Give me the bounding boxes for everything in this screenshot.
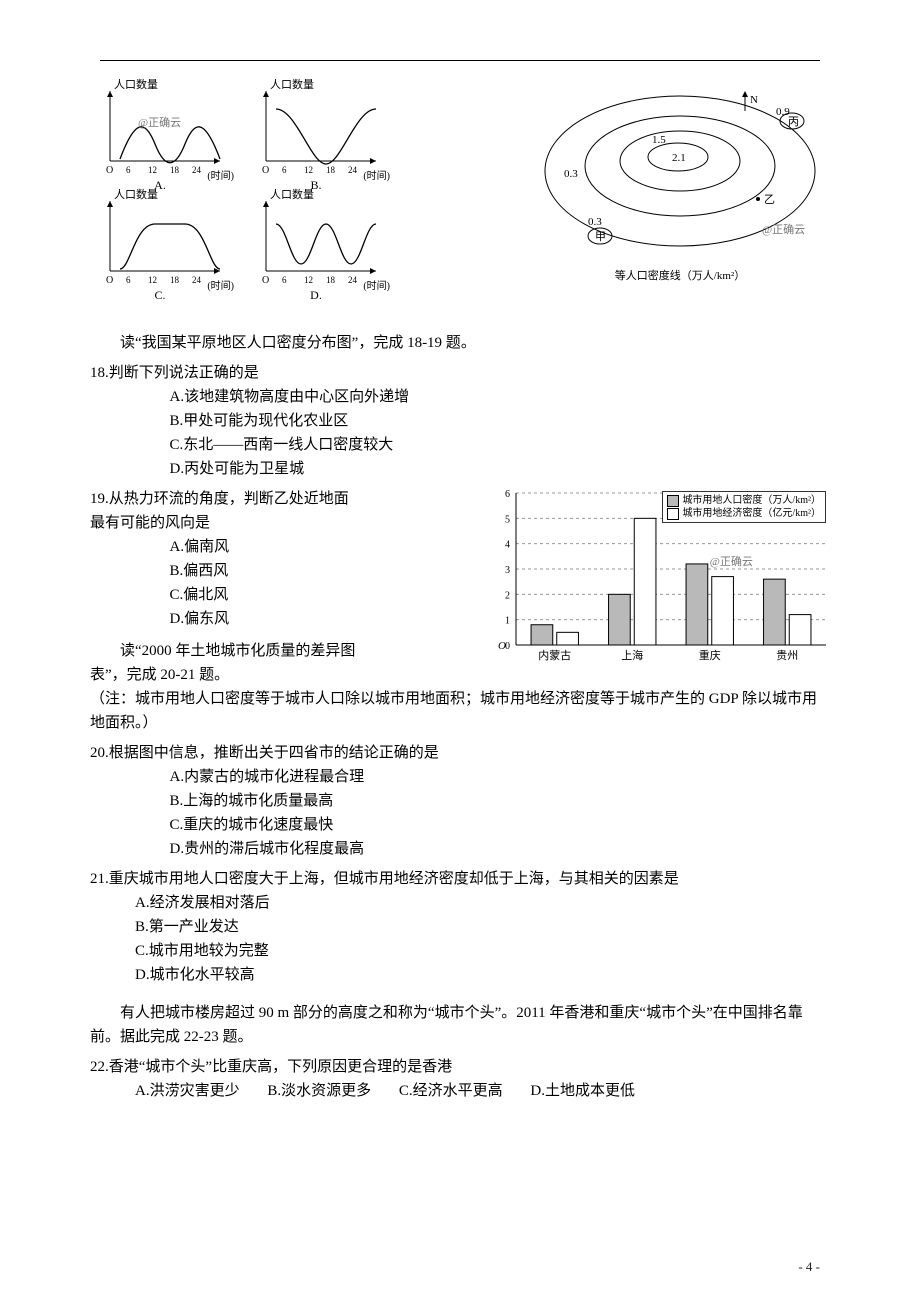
svg-text:O: O	[106, 165, 113, 176]
svg-text:6: 6	[505, 489, 510, 500]
isomap-caption: 等人口密度线（万人/km²）	[530, 268, 830, 286]
svg-text:6: 6	[126, 165, 131, 175]
point-bing: 丙	[788, 116, 799, 128]
svg-text:5: 5	[505, 514, 510, 525]
q21-stem: 21.重庆城市用地人口密度大于上海，但城市用地经济密度却低于上海，与其相关的因素…	[90, 867, 830, 891]
svg-text:内蒙古: 内蒙古	[538, 648, 571, 662]
svg-text:O: O	[106, 275, 113, 286]
q22-A: A.洪涝灾害更少	[135, 1079, 240, 1103]
q22-B: B.淡水资源更多	[267, 1079, 371, 1103]
svg-text:2: 2	[505, 590, 510, 601]
q20-A: A.内蒙古的城市化进程最合理	[170, 765, 831, 789]
svg-text:24: 24	[348, 165, 358, 175]
q20-B: B.上海的城市化质量最高	[170, 789, 831, 813]
question-19-block: 0123456O内蒙古上海重庆贵州@正确云城市用地人口密度（万人/km²）城市用…	[90, 487, 830, 687]
contour-0.3-left: 0.3	[564, 168, 578, 180]
q20-C: C.重庆的城市化速度最快	[170, 813, 831, 837]
svg-text:18: 18	[170, 165, 180, 175]
q18-B: B.甲处可能为现代化农业区	[170, 409, 831, 433]
svg-text:24: 24	[348, 275, 358, 285]
svg-text:O: O	[262, 165, 269, 176]
intro-22-23: 有人把城市楼房超过 90 m 部分的高度之和称为“城市个头”。2011 年香港和…	[90, 1001, 830, 1049]
mini-line-plots: 人口数量@正确云O6121824(时间)A.人口数量O6121824(时间)B.…	[90, 81, 400, 301]
q20-D: D.贵州的滞后城市化程度最高	[170, 837, 831, 861]
q18-C: C.东北——西南一线人口密度较大	[170, 433, 831, 457]
question-22: 22.香港“城市个头”比重庆高，下列原因更合理的是香港 A.洪涝灾害更少 B.淡…	[90, 1055, 830, 1103]
svg-text:24: 24	[192, 275, 202, 285]
q18-stem: 18.判断下列说法正确的是	[90, 361, 830, 385]
q21-B: B.第一产业发达	[135, 915, 830, 939]
svg-text:18: 18	[326, 275, 336, 285]
intro-18-19: 读“我国某平原地区人口密度分布图”，完成 18-19 题。	[90, 331, 830, 355]
svg-text:@正确云: @正确云	[710, 555, 753, 568]
q21-D: D.城市化水平较高	[135, 963, 830, 987]
svg-text:上海: 上海	[621, 648, 643, 662]
figure-row: 人口数量@正确云O6121824(时间)A.人口数量O6121824(时间)B.…	[90, 81, 830, 301]
iso-density-map: 2.1 1.5 0.3 0.9 丙 乙 0.3 甲 N @正确云 等	[530, 81, 830, 301]
q22-options: A.洪涝灾害更少 B.淡水资源更多 C.经济水平更高 D.土地成本更低	[135, 1079, 830, 1103]
question-20: 20.根据图中信息，推断出关于四省市的结论正确的是 A.内蒙古的城市化进程最合理…	[90, 741, 830, 861]
svg-text:O: O	[262, 275, 269, 286]
svg-text:1: 1	[505, 616, 510, 627]
note-20-21: （注：城市用地人口密度等于城市人口除以城市用地面积；城市用地经济密度等于城市产生…	[90, 687, 830, 735]
svg-text:18: 18	[326, 165, 336, 175]
contour-0.3-lowleft: 0.3	[588, 216, 602, 228]
q20-stem: 20.根据图中信息，推断出关于四省市的结论正确的是	[90, 741, 830, 765]
svg-text:6: 6	[282, 165, 287, 175]
north-label: N	[750, 94, 758, 106]
q21-A: A.经济发展相对落后	[135, 891, 830, 915]
svg-text:12: 12	[148, 275, 157, 285]
svg-text:6: 6	[126, 275, 131, 285]
svg-text:24: 24	[192, 165, 202, 175]
point-yi: 乙	[764, 193, 775, 206]
contour-1.5: 1.5	[652, 134, 666, 146]
svg-text:6: 6	[282, 275, 287, 285]
q18-D: D.丙处可能为卫星城	[170, 457, 831, 481]
bar-chart: 0123456O内蒙古上海重庆贵州@正确云城市用地人口密度（万人/km²）城市用…	[490, 487, 830, 667]
question-18: 18.判断下列说法正确的是 A.该地建筑物高度由中心区向外递增 B.甲处可能为现…	[90, 361, 830, 481]
svg-text:12: 12	[304, 275, 313, 285]
svg-text:12: 12	[304, 165, 313, 175]
q22-C: C.经济水平更高	[399, 1079, 503, 1103]
q22-D: D.土地成本更低	[530, 1079, 635, 1103]
question-21: 21.重庆城市用地人口密度大于上海，但城市用地经济密度却低于上海，与其相关的因素…	[90, 867, 830, 987]
svg-text:O: O	[498, 640, 506, 652]
watermark-isomap: @正确云	[762, 223, 805, 236]
svg-text:贵州: 贵州	[776, 649, 798, 662]
svg-text:重庆: 重庆	[699, 648, 721, 662]
q22-stem: 22.香港“城市个头”比重庆高，下列原因更合理的是香港	[90, 1055, 830, 1079]
point-jia: 甲	[595, 231, 606, 243]
svg-text:12: 12	[148, 165, 157, 175]
svg-text:4: 4	[505, 540, 510, 551]
svg-text:3: 3	[505, 565, 510, 576]
q21-C: C.城市用地较为完整	[135, 939, 830, 963]
svg-text:18: 18	[170, 275, 180, 285]
contour-2.1: 2.1	[672, 152, 686, 164]
q18-A: A.该地建筑物高度由中心区向外递增	[170, 385, 831, 409]
page-number: - 4 -	[798, 1257, 820, 1278]
